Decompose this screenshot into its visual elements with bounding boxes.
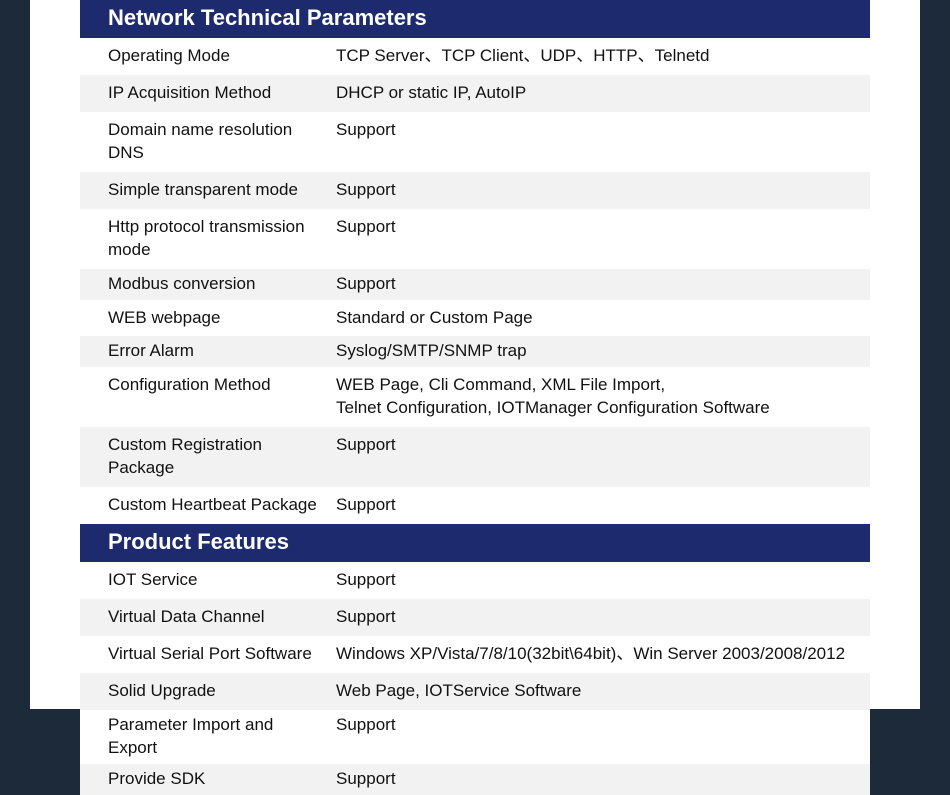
param-value: DHCP or static IP, AutoIP [336, 75, 870, 112]
section-header-wrap: Network Technical Parameters [30, 0, 920, 38]
param-name: Virtual Serial Port Software [80, 636, 336, 673]
param-name: Modbus conversion [80, 269, 336, 300]
param-name: Simple transparent mode [80, 172, 336, 209]
param-value: WEB Page, Cli Command, XML File Import, … [336, 367, 870, 427]
spec-sheet: Network Technical Parameters Operating M… [30, 0, 920, 709]
table-row: IOT ServiceSupport [80, 562, 870, 599]
section-header: Network Technical Parameters [80, 0, 870, 38]
param-value: Windows XP/Vista/7/8/10(32bit\64bit)、Win… [336, 636, 870, 673]
param-value: Support [336, 112, 870, 172]
table-row: Simple transparent modeSupport [80, 172, 870, 209]
table-row: Solid UpgradeWeb Page, IOTService Softwa… [80, 673, 870, 710]
param-name: Custom Registration Package [80, 427, 336, 487]
table-row: Custom Heartbeat PackageSupport [80, 487, 870, 524]
param-name: Operating Mode [80, 38, 336, 75]
param-value: TCP Server、TCP Client、UDP、HTTP、Telnetd [336, 38, 870, 75]
spec-table-features: IOT ServiceSupportVirtual Data ChannelSu… [80, 562, 870, 795]
param-value: Web Page, IOTService Software [336, 673, 870, 710]
spec-table-network: Operating ModeTCP Server、TCP Client、UDP、… [80, 38, 870, 524]
param-value: Support [336, 172, 870, 209]
param-value: Support [336, 269, 870, 300]
param-name: Virtual Data Channel [80, 599, 336, 636]
param-name: Provide SDK [80, 764, 336, 795]
table-row: Http protocol transmission modeSupport [80, 209, 870, 269]
param-name: WEB webpage [80, 300, 336, 337]
table-row: Configuration MethodWEB Page, Cli Comman… [80, 367, 870, 427]
table-row: Virtual Data ChannelSupport [80, 599, 870, 636]
table-row: Modbus conversionSupport [80, 269, 870, 300]
section-header-wrap: Product Features [30, 524, 920, 562]
table-row: Virtual Serial Port SoftwareWindows XP/V… [80, 636, 870, 673]
param-name: Http protocol transmission mode [80, 209, 336, 269]
param-value: Standard or Custom Page [336, 300, 870, 337]
param-name: IOT Service [80, 562, 336, 599]
param-name: IP Acquisition Method [80, 75, 336, 112]
table-row: Error AlarmSyslog/SMTP/SNMP trap [80, 336, 870, 367]
param-name: Domain name resolution DNS [80, 112, 336, 172]
table-row: Parameter Import and ExportSupport [80, 710, 870, 764]
param-value: Support [336, 209, 870, 269]
param-name: Parameter Import and Export [80, 710, 336, 764]
param-name: Configuration Method [80, 367, 336, 427]
table-row: WEB webpageStandard or Custom Page [80, 300, 870, 337]
param-name: Solid Upgrade [80, 673, 336, 710]
param-value: Support [336, 562, 870, 599]
table-row: Operating ModeTCP Server、TCP Client、UDP、… [80, 38, 870, 75]
param-value: Support [336, 487, 870, 524]
table-row: Provide SDKSupport [80, 764, 870, 795]
table-row: Domain name resolution DNSSupport [80, 112, 870, 172]
param-value: Support [336, 427, 870, 487]
table-row: Custom Registration PackageSupport [80, 427, 870, 487]
param-value: Support [336, 599, 870, 636]
param-value: Support [336, 764, 870, 795]
param-value: Support [336, 710, 870, 764]
table-row: IP Acquisition MethodDHCP or static IP, … [80, 75, 870, 112]
param-name: Custom Heartbeat Package [80, 487, 336, 524]
param-name: Error Alarm [80, 336, 336, 367]
section-header: Product Features [80, 524, 870, 562]
param-value: Syslog/SMTP/SNMP trap [336, 336, 870, 367]
